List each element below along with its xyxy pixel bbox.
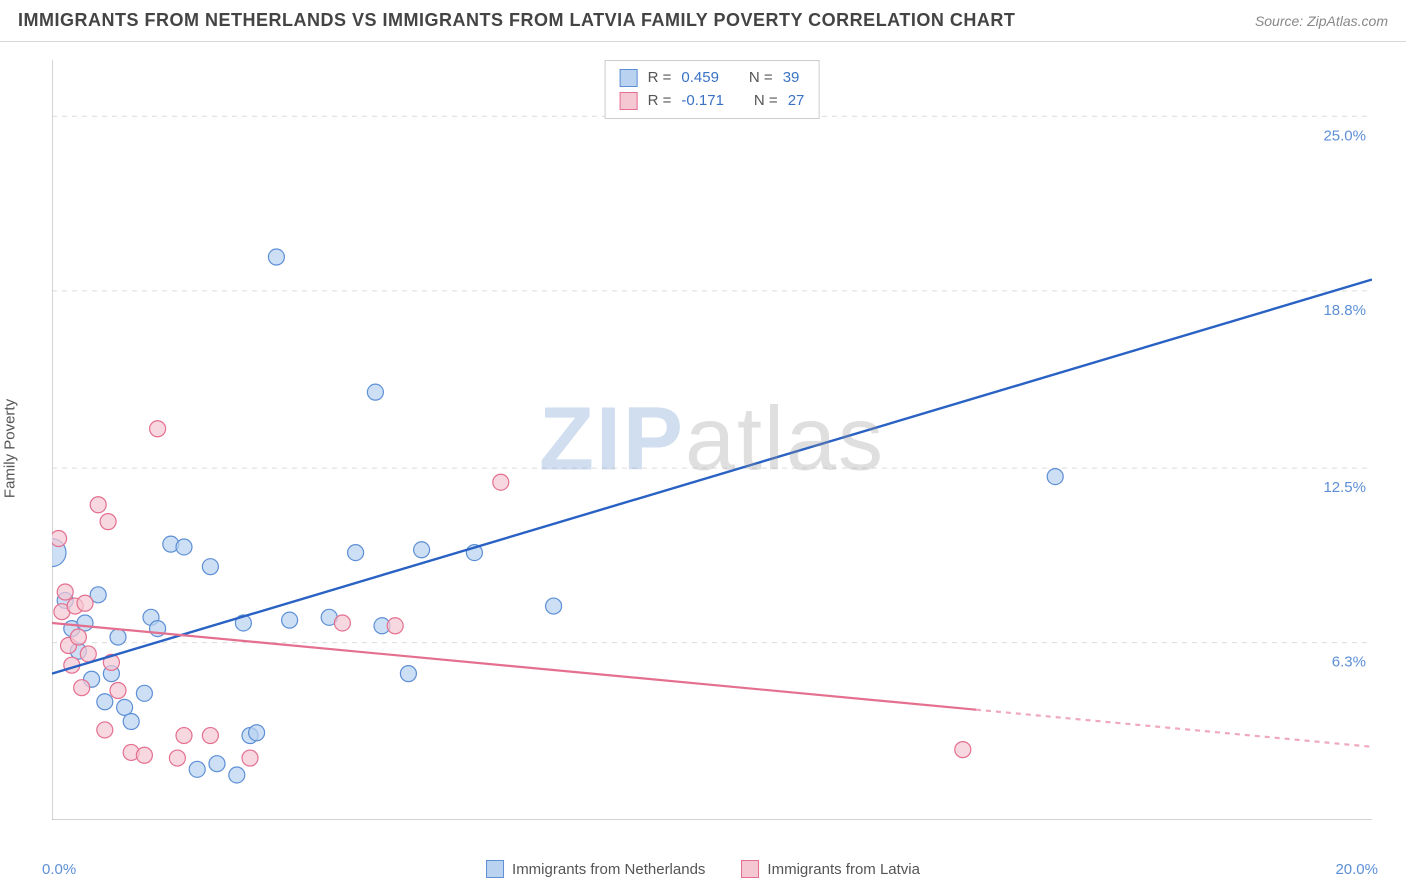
- r-value-latvia: -0.171: [681, 90, 724, 113]
- n-value-latvia: 27: [788, 90, 805, 113]
- n-value-netherlands: 39: [783, 67, 800, 90]
- svg-text:25.0%: 25.0%: [1323, 127, 1366, 144]
- legend-row-netherlands: R = 0.459 N = 39: [620, 67, 805, 90]
- legend-correlation: R = 0.459 N = 39 R = -0.171 N = 27: [605, 60, 820, 119]
- n-label: N =: [754, 90, 778, 113]
- r-label: R =: [648, 67, 672, 90]
- chart-title: IMMIGRANTS FROM NETHERLANDS VS IMMIGRANT…: [18, 10, 1015, 31]
- legend-row-latvia: R = -0.171 N = 27: [620, 90, 805, 113]
- scatter-plot: 6.3% 12.5% 18.8% 25.0%: [52, 60, 1372, 820]
- legend-item-netherlands: Immigrants from Netherlands: [486, 860, 705, 878]
- legend-label-netherlands: Immigrants from Netherlands: [512, 861, 705, 878]
- svg-text:18.8%: 18.8%: [1323, 302, 1366, 319]
- x-max-label: 20.0%: [1335, 861, 1378, 878]
- legend-item-latvia: Immigrants from Latvia: [741, 860, 920, 878]
- y-axis-label: Family Poverty: [2, 399, 19, 498]
- svg-text:6.3%: 6.3%: [1332, 654, 1366, 671]
- chart-area: ZIPatlas 6.3%12.5%18.8%25.0% R = 0.459 N…: [52, 60, 1372, 820]
- x-min-label: 0.0%: [42, 861, 76, 878]
- legend-series: Immigrants from Netherlands Immigrants f…: [486, 860, 920, 878]
- legend-label-latvia: Immigrants from Latvia: [767, 861, 920, 878]
- swatch-netherlands: [620, 69, 638, 87]
- source-label: Source: ZipAtlas.com: [1255, 13, 1388, 29]
- svg-text:12.5%: 12.5%: [1323, 479, 1366, 496]
- swatch-latvia: [620, 92, 638, 110]
- title-bar: IMMIGRANTS FROM NETHERLANDS VS IMMIGRANT…: [0, 0, 1406, 42]
- r-value-netherlands: 0.459: [681, 67, 719, 90]
- swatch-netherlands: [486, 860, 504, 878]
- n-label: N =: [749, 67, 773, 90]
- r-label: R =: [648, 90, 672, 113]
- swatch-latvia: [741, 860, 759, 878]
